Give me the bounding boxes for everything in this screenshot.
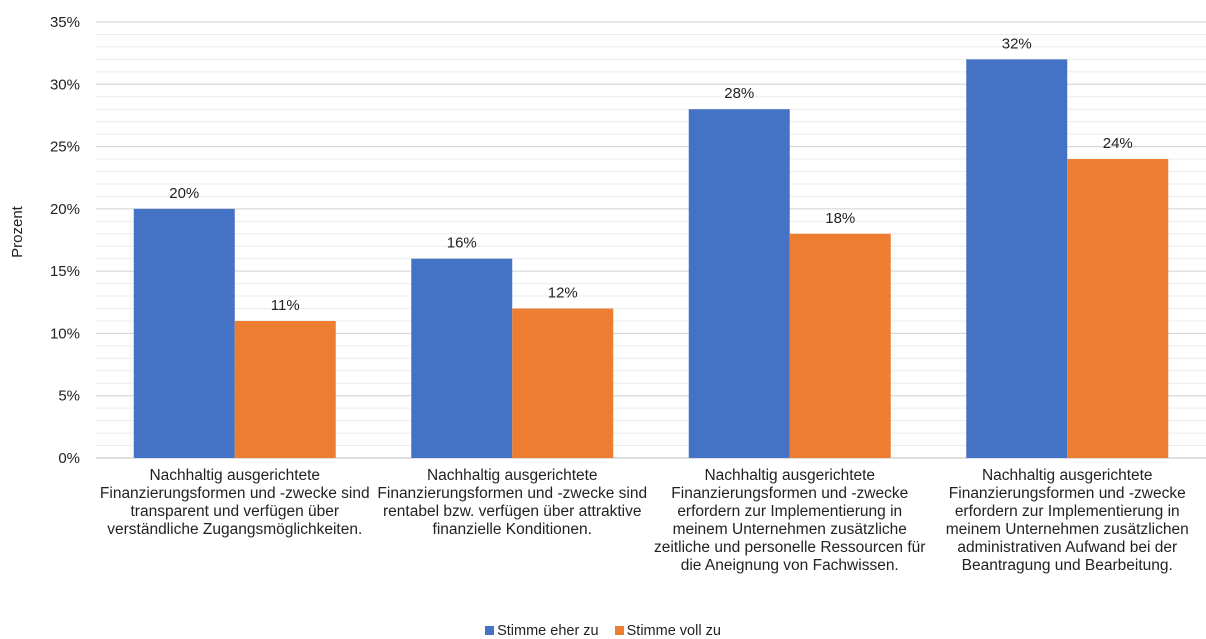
bar-value-label: 32%	[1002, 35, 1032, 52]
x-category-label: Nachhaltig ausgerichtete Finanzierungsfo…	[654, 467, 926, 574]
bar	[1067, 159, 1169, 458]
legend-swatch-series-1	[485, 626, 495, 635]
bar-value-label: 12%	[548, 285, 578, 302]
bar	[688, 109, 790, 458]
x-category-label: Nachhaltig ausgerichtete Finanzierungsfo…	[377, 467, 648, 538]
bar-value-labels: 20% 16% 28% 32% 11% 12% 18% 24%	[169, 35, 1133, 314]
bar	[966, 59, 1068, 458]
y-tick-label: 25%	[50, 139, 80, 156]
legend-label-series-2: Stimme voll zu	[626, 622, 721, 639]
y-tick-label: 35%	[50, 14, 80, 31]
y-tick-label: 30%	[50, 76, 80, 93]
bar	[411, 258, 513, 458]
y-tick-label: 15%	[50, 263, 80, 280]
y-axis-label: Prozent	[9, 205, 26, 258]
bars	[133, 59, 1169, 458]
bar-value-label: 24%	[1103, 135, 1133, 152]
y-axis-ticks: 0% 5% 10% 15% 20% 25% 30% 35%	[50, 14, 80, 467]
bar-value-label: 18%	[825, 210, 855, 227]
bar-value-label: 28%	[724, 85, 754, 102]
legend-item-series-1: Stimme eher zu	[485, 623, 599, 639]
bar-chart: 0% 5% 10% 15% 20% 25% 30% 35% 20% 16% 28% 32% 11% 12…	[9, 14, 1206, 467]
bar-value-label: 16%	[447, 235, 477, 252]
y-tick-label: 0%	[58, 450, 80, 467]
x-category-label: Nachhaltig ausgerichtete Finanzierungsfo…	[99, 467, 370, 538]
bar-value-label: 20%	[169, 185, 199, 202]
y-tick-label: 20%	[50, 201, 80, 218]
legend-swatch-series-2	[614, 626, 624, 635]
y-tick-label: 5%	[58, 388, 80, 405]
legend-label-series-1: Stimme eher zu	[497, 622, 599, 639]
legend: Stimme eher zu Stimme voll zu	[0, 622, 1206, 639]
bar	[789, 233, 891, 458]
legend-item-series-2: Stimme voll zu	[614, 622, 721, 639]
bar-value-label: 11%	[271, 297, 300, 314]
bar	[133, 208, 235, 458]
y-tick-label: 10%	[50, 325, 80, 342]
bar	[234, 320, 336, 458]
x-category-label: Nachhaltig ausgerichtete Finanzierungsfo…	[945, 467, 1189, 574]
bar	[512, 308, 614, 458]
